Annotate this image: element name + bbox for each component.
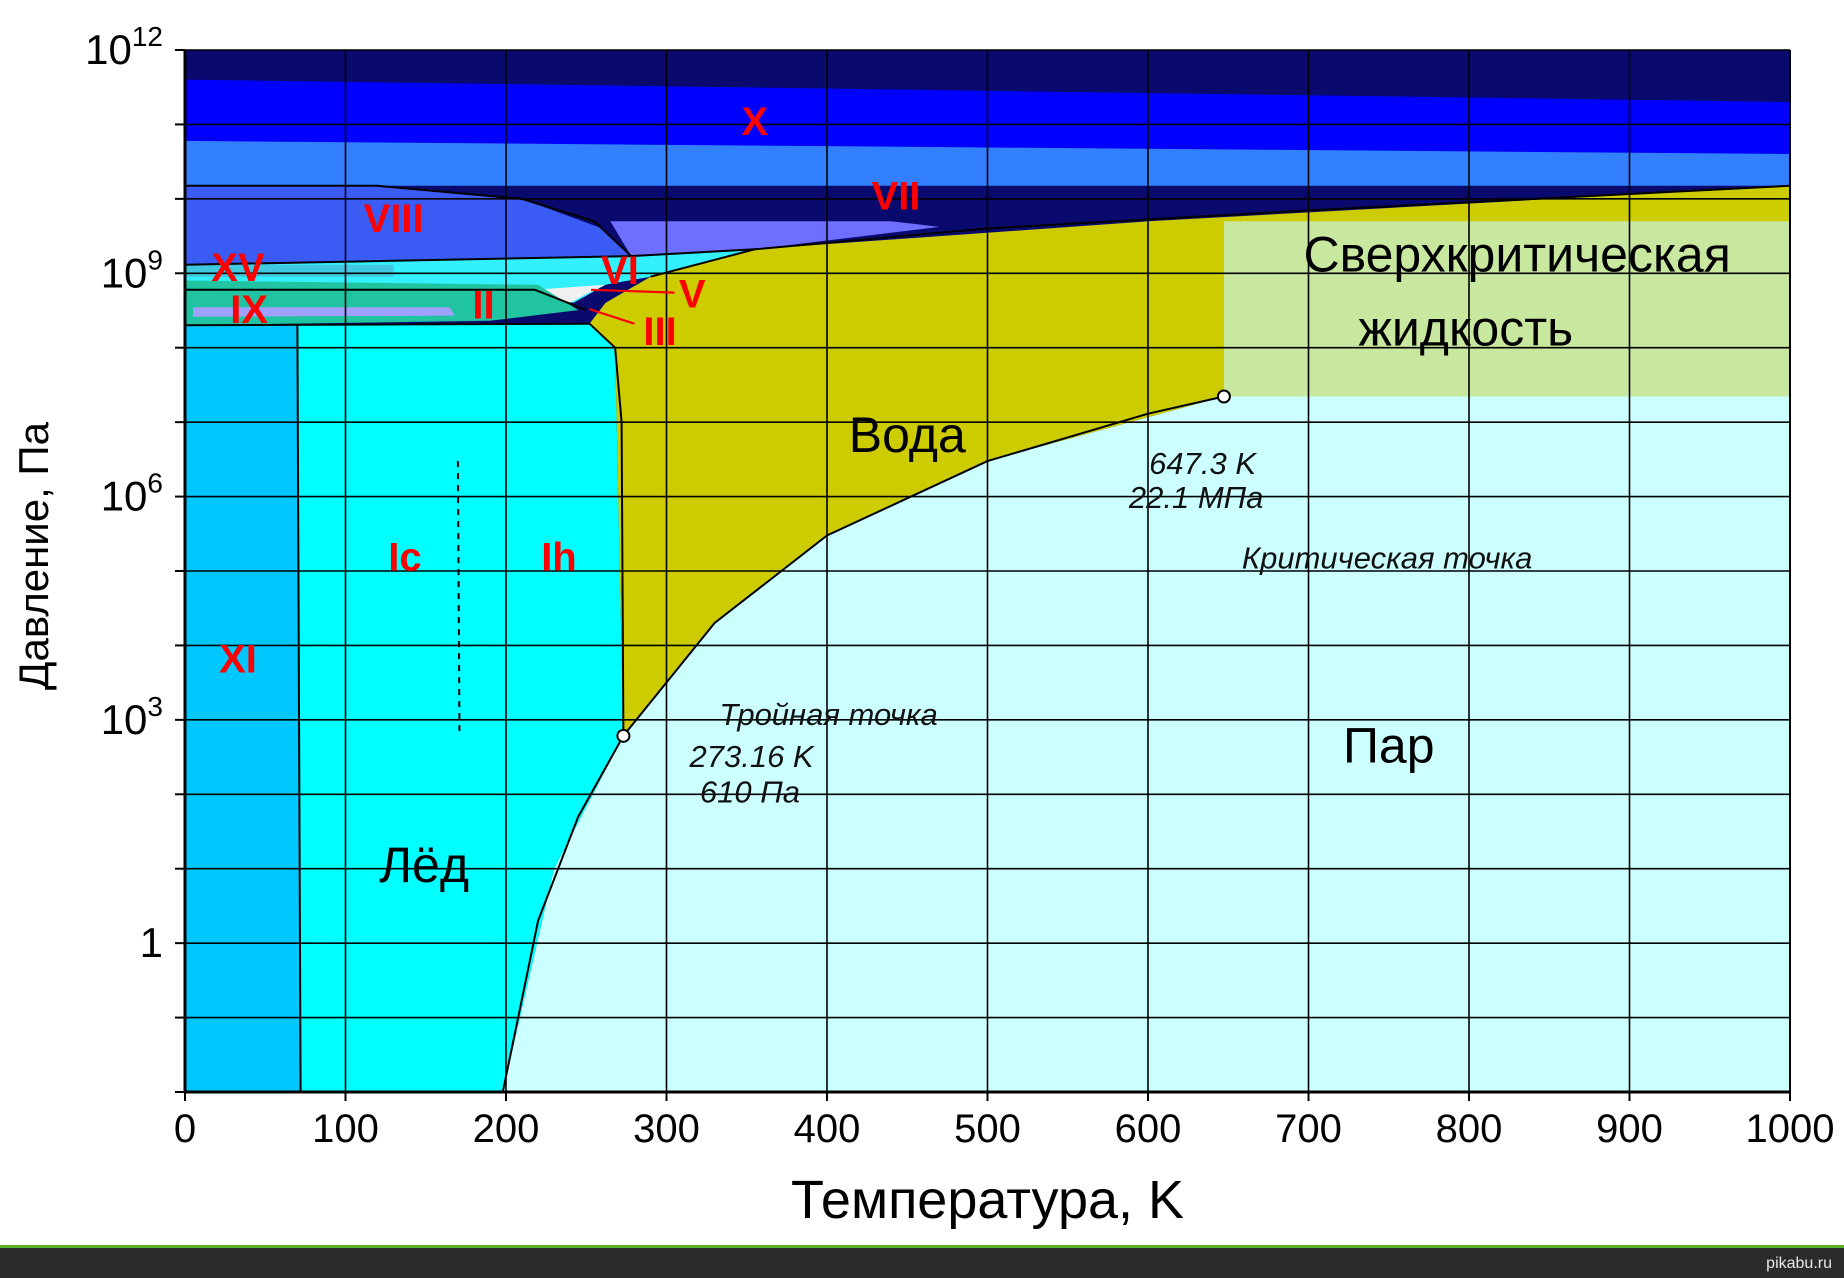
pointer-iii (589, 308, 635, 325)
x-tick-label-3: 300 (633, 1107, 700, 1151)
phase-label-8: III (643, 310, 676, 354)
x-tick-label-4: 400 (794, 1107, 861, 1151)
x-tick-label-8: 800 (1436, 1107, 1503, 1151)
phase-label-11: Ih (541, 536, 577, 580)
phase-label-13: Вода (849, 407, 966, 463)
region-ix (193, 307, 455, 317)
phase-label-0: X (741, 100, 768, 144)
phase-label-12: Лёд (379, 837, 469, 893)
ice-ii-upper-curve (185, 288, 587, 312)
annotation-3: Тройная точка (719, 697, 937, 732)
ice-vii-liquid-curve (650, 184, 1790, 278)
phase-label-1: VII (872, 174, 921, 218)
ice-ii-lower-curve (185, 322, 590, 327)
annotation-1: 22.1 МПа (1128, 480, 1263, 515)
y-tick-base-3: 10 (101, 249, 148, 296)
phase-label-10: Ic (388, 536, 421, 580)
x-tick-label-10: 1000 (1746, 1107, 1835, 1151)
pointer-v (591, 288, 675, 294)
y-tick-exp-1: 3 (147, 691, 163, 722)
annotation-0: 647.3 K (1149, 446, 1257, 481)
y-tick-exp-2: 6 (147, 468, 163, 499)
x-tick-label-6: 600 (1115, 1107, 1182, 1151)
y-tick-base-1: 10 (101, 696, 148, 743)
region-intermediate-3 (610, 221, 940, 257)
phase-label-2: VIII (364, 197, 424, 241)
vaporization-curve (622, 395, 1225, 737)
region-ih (297, 323, 624, 1092)
y-tick-base-0: 1 (140, 919, 163, 966)
phase-diagram-chart: X VII VIII XV VI IX II VIII XI Ic Ih Лёд Вода Пар Свер… (10, 21, 1834, 1230)
axes: 0 100 200 300 400 500 600 700 800 900 100011031061… (10, 21, 1834, 1230)
ice-viii-vii-curve (185, 184, 632, 257)
melting-curve (588, 322, 625, 736)
annotation-4: 273.16 K (689, 739, 815, 774)
annotation-5: 610 Па (700, 774, 800, 809)
y-tick-label-0: 1 (140, 919, 163, 966)
phase-label-4: VI (601, 249, 639, 293)
y-tick-base-4: 10 (85, 26, 132, 73)
y-tick-exp-4: 12 (132, 21, 163, 52)
phase-label-7: V (679, 273, 706, 317)
ice-vi-viii-curve (185, 248, 755, 266)
x-axis-title: Температура, K (791, 1170, 1184, 1230)
x-tick-label-5: 500 (954, 1107, 1021, 1151)
y-tick-label-3: 109 (101, 244, 163, 296)
annotation-2: Критическая точка (1242, 540, 1533, 575)
triple-point (616, 728, 631, 743)
chart-marks (589, 288, 1231, 743)
y-axis-title: Давление, Па (10, 421, 57, 690)
y-tick-label-2: 106 (101, 468, 163, 520)
phase-label-6: II (472, 284, 494, 328)
y-tick-base-2: 10 (101, 473, 148, 520)
region-сверхкритическая-жидкость (1223, 221, 1790, 397)
y-tick-label-4: 1012 (85, 21, 163, 73)
ice-xi-ih-curve (296, 325, 302, 1092)
y-tick-label-1: 103 (101, 691, 163, 743)
y-tick-exp-3: 9 (147, 244, 163, 275)
region-v (534, 284, 606, 303)
x-tick-label-0: 0 (174, 1107, 196, 1151)
site-footer-bar: pikabu.ru (0, 1245, 1844, 1278)
phase-label-5: IX (230, 288, 268, 332)
region-вода (589, 185, 1790, 736)
x-tick-label-2: 200 (473, 1107, 540, 1151)
phase-label-3: XV (211, 246, 265, 290)
footer-brand: pikabu.ru (1766, 1255, 1832, 1272)
x-tick-label-9: 900 (1596, 1107, 1663, 1151)
phase-label-15: Сверхкритическая (1303, 226, 1730, 282)
phase-label-16: жидкость (1358, 301, 1573, 357)
sublimation-curve (501, 735, 625, 1092)
x-tick-label-1: 100 (312, 1107, 379, 1151)
region-viii (185, 185, 632, 265)
phase-boundaries (185, 184, 1790, 1092)
x-tick-label-7: 700 (1275, 1107, 1342, 1151)
phase-label-9: XI (219, 638, 257, 682)
phase-label-14: Пар (1343, 718, 1435, 774)
chart-labels: X VII VIII XV VI IX II VIII XI Ic Ih Лёд Вода Пар Свер… (211, 100, 1731, 893)
region-xi (185, 325, 301, 1092)
ic-ih-dashed (456, 461, 461, 737)
critical-point (1216, 389, 1231, 404)
